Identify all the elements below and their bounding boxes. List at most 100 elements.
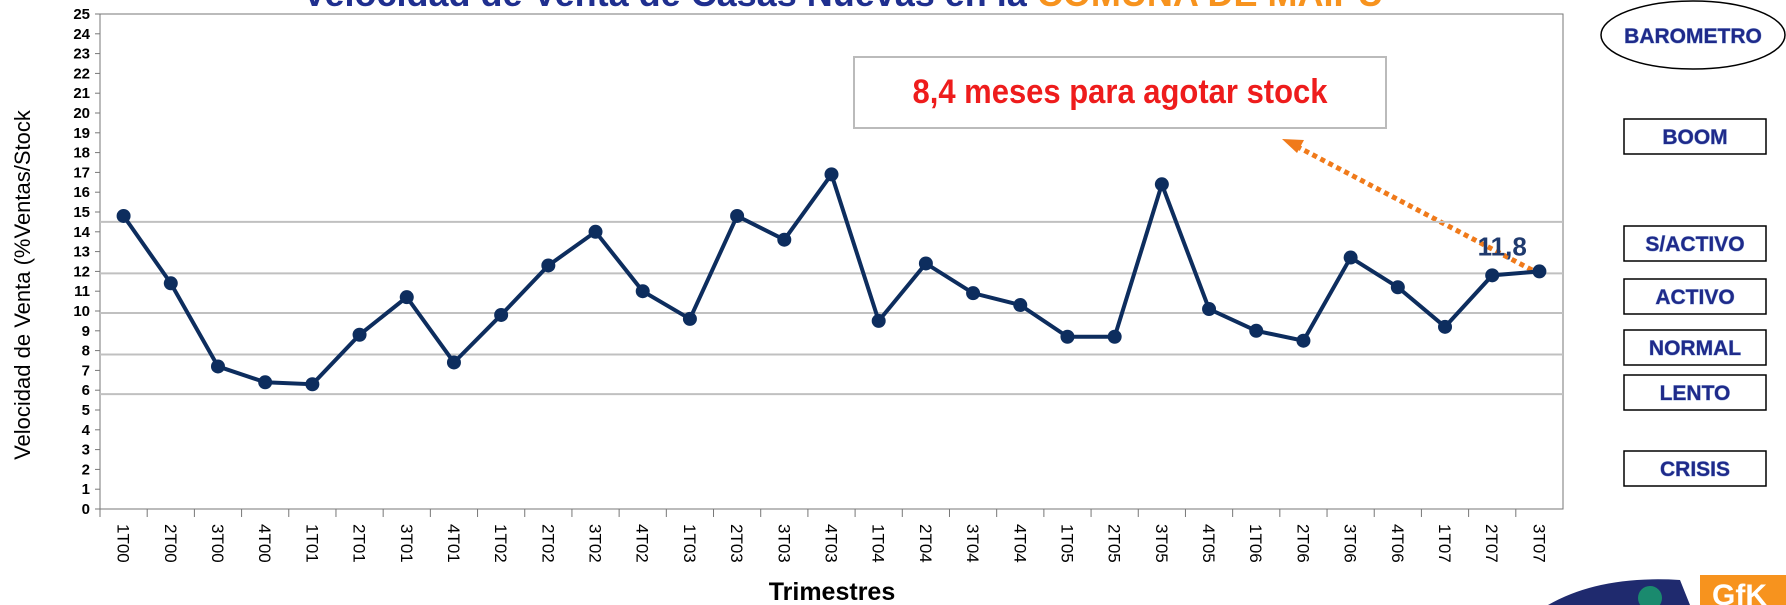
x-tick-label: 3T00 <box>208 524 227 563</box>
y-tick-label: 4 <box>82 422 91 439</box>
point <box>352 327 367 342</box>
point <box>635 284 650 299</box>
point <box>1013 298 1028 313</box>
x-tick-label: 3T04 <box>963 524 982 563</box>
x-tick-label: 3T06 <box>1341 524 1360 563</box>
annotation-box <box>853 56 1387 129</box>
point <box>588 224 603 239</box>
buttons: BAROMETRO BOOM S/ACTIVO ACTIVO NORMAL LENTO CR… <box>1623 25 1767 487</box>
point <box>1343 250 1358 265</box>
point <box>1249 323 1264 338</box>
button-label: BOOM <box>1662 126 1727 149</box>
x-tick-label: 1T06 <box>1246 524 1265 563</box>
x-tick-label: 1T03 <box>680 524 699 563</box>
y-tick-label: 24 <box>73 26 90 43</box>
x-tick-label: 2T07 <box>1482 524 1501 563</box>
x-tick-label: 1T05 <box>1057 524 1076 563</box>
point <box>116 208 131 223</box>
point <box>1390 280 1405 295</box>
button-label: LENTO <box>1660 382 1731 405</box>
x-tick-label: 4T02 <box>633 524 652 563</box>
x-tick-label: 2T04 <box>916 524 935 563</box>
x-tick-label: 2T02 <box>538 524 557 563</box>
y-tick-label: 8 <box>82 343 90 360</box>
y-tick-label: 23 <box>73 46 90 63</box>
point <box>541 258 556 273</box>
button-frame <box>1623 118 1767 155</box>
y-tick-label: 11 <box>74 283 90 300</box>
point <box>210 359 225 374</box>
button-frame <box>1623 329 1767 366</box>
y-tick-label: 25 <box>73 6 90 23</box>
y-tick-label: 6 <box>82 382 90 399</box>
x-tick-label: 4T00 <box>255 524 274 563</box>
point <box>730 208 745 223</box>
point <box>824 167 839 182</box>
x-tick-label: 2T01 <box>350 524 369 563</box>
x-tick-label: 3T05 <box>1152 524 1171 563</box>
x-tick-label: 4T03 <box>822 524 841 563</box>
data-label: 11,8 <box>1478 231 1527 261</box>
y-tick-label: 22 <box>73 65 90 82</box>
point <box>682 311 697 326</box>
x-tick-label: 1T04 <box>869 524 888 563</box>
x-tick-label: 4T06 <box>1388 524 1407 563</box>
point <box>1532 264 1547 279</box>
y-tick-label: 2 <box>82 461 90 478</box>
y-tick-label: 12 <box>73 263 90 280</box>
button-frame <box>1623 278 1767 315</box>
point <box>1485 268 1500 283</box>
point <box>918 256 933 271</box>
x-tick-label: 1T00 <box>114 524 133 563</box>
y-tick-label: 16 <box>73 184 90 201</box>
y-tick-label: 5 <box>82 402 90 419</box>
y-tick-label: 20 <box>73 105 90 122</box>
series-line <box>121 170 1540 387</box>
title-part: Velocidad de Venta de Casas Nuevas en la <box>302 0 1036 14</box>
x-axis-title: Trimestres <box>769 578 895 605</box>
x-tick-label: 1T07 <box>1435 524 1454 563</box>
button-label: NORMAL <box>1649 337 1741 360</box>
point <box>1154 177 1169 192</box>
point <box>446 355 461 370</box>
y-tick-label: 18 <box>73 145 90 162</box>
title-part: COMUNA DE MAIPU <box>1037 0 1384 14</box>
y-tick-label: 1 <box>82 481 90 498</box>
y-tick-label: 9 <box>82 323 90 340</box>
x-tick-label: 4T01 <box>444 524 463 563</box>
x-tick-label: 2T00 <box>161 524 180 563</box>
point <box>1107 329 1122 344</box>
logo-text: GfK <box>1712 579 1767 605</box>
point <box>494 307 509 322</box>
button-frame <box>1600 0 1786 70</box>
arrow-head <box>1282 139 1304 153</box>
y-tick-label: 7 <box>82 362 90 379</box>
x-tick-label: 4T05 <box>1199 524 1218 563</box>
point <box>258 375 273 390</box>
y-axis-title: Velocidad de Venta (%Ventas/Stock <box>10 109 35 460</box>
x-tick-label: 2T03 <box>727 524 746 563</box>
y-tick-label: 15 <box>73 204 90 221</box>
point <box>966 286 981 301</box>
button-frame <box>1623 374 1767 411</box>
x-tick-label: 4T04 <box>1010 524 1029 563</box>
logo: GfK <box>1548 575 1786 605</box>
y-tick-label: 0 <box>82 501 90 518</box>
point <box>777 232 792 247</box>
point <box>305 377 320 392</box>
point <box>1202 302 1217 317</box>
chart-title: Velocidad de Venta de Casas Nuevas en la… <box>302 0 1383 14</box>
point <box>871 313 886 328</box>
y-tick-label: 19 <box>73 125 90 142</box>
button-label: CRISIS <box>1660 458 1730 481</box>
annotation: 8,4 meses para agotar stock <box>913 73 1328 111</box>
button-frame <box>1623 225 1767 262</box>
y-tick-label: 14 <box>73 224 90 241</box>
x-tick-label: 2T05 <box>1105 524 1124 563</box>
button-label: BAROMETRO <box>1624 25 1762 48</box>
button-frame <box>1623 450 1767 487</box>
y-tick-label: 21 <box>73 85 90 102</box>
x-tick-label: 1T02 <box>491 524 510 563</box>
plot-frame <box>99 13 1564 510</box>
